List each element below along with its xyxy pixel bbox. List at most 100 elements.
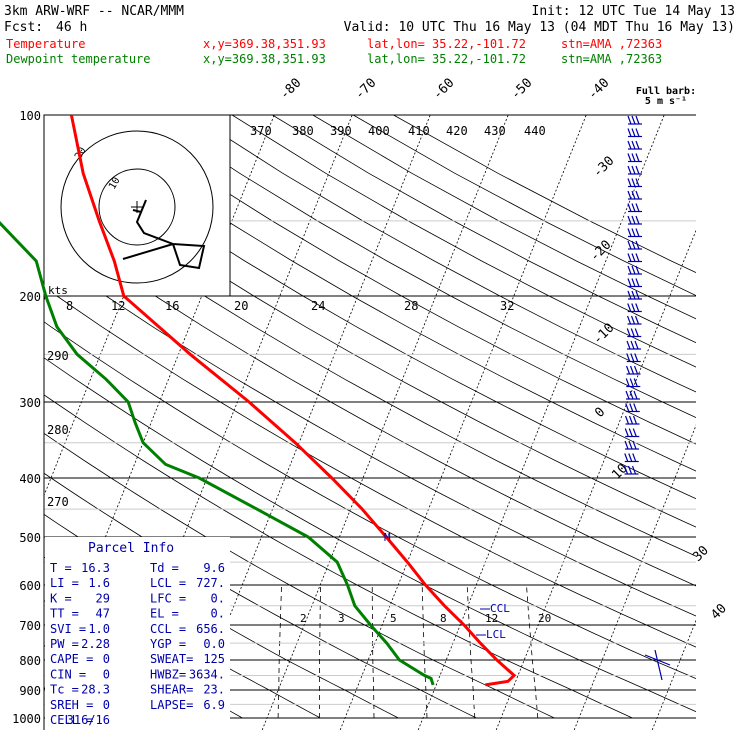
wind-barb-flag xyxy=(631,228,636,237)
theta-side-label-280: 280 xyxy=(47,423,69,437)
wind-barb-flag xyxy=(635,178,640,187)
wind-barb-flag xyxy=(625,390,630,400)
mixing-ratio-line-3 xyxy=(318,584,321,718)
wind-barb-flag xyxy=(625,365,631,375)
wind-barb-flag xyxy=(631,115,636,125)
wind-barb-flag xyxy=(627,253,632,262)
theta-e-label-390: 390 xyxy=(330,124,352,138)
wind-barb-flag xyxy=(625,403,630,412)
isotherm-label--80: -80 xyxy=(277,76,304,103)
parcel-info-bg xyxy=(45,537,230,730)
parcel-info-cell: 656. xyxy=(196,622,225,636)
wind-barb-flag xyxy=(633,378,638,387)
pressure-label-500: 500 xyxy=(19,531,41,545)
wind-barb-flag xyxy=(631,165,636,175)
wind-barb-flag xyxy=(631,203,636,212)
wind-barb-flag xyxy=(627,290,632,300)
mixing-ratio-line-5 xyxy=(371,584,375,719)
isotherm-label--20: -20 xyxy=(587,238,614,265)
legend-dew-coords: x,y=369.38,351.93 xyxy=(203,52,326,66)
dry-adiabat-460 xyxy=(312,115,696,320)
parcel-info-cell: HWBZ= xyxy=(150,667,186,681)
mixing-ratio-label-2: 2 xyxy=(300,612,307,625)
theta-side-label-270: 270 xyxy=(47,495,69,509)
wind-barb-flag xyxy=(628,440,633,450)
wind-barb-flag xyxy=(623,465,629,475)
speed-label-32: 32 xyxy=(500,299,514,313)
dry-adiabat-450 xyxy=(272,115,696,344)
wind-barb-flag xyxy=(624,428,629,437)
legend-temp-latlon: lat,lon= 35.22,-101.72 xyxy=(367,37,526,51)
speed-scale-labels: 8 12 16 20 24 28 32 xyxy=(66,299,514,313)
parcel-info-cell: CIN = xyxy=(50,667,86,681)
wind-barb-flag xyxy=(627,303,632,312)
theta-e-label-440: 440 xyxy=(524,124,546,138)
pressure-label-900: 900 xyxy=(19,684,41,698)
parcel-info-cell: CELL = xyxy=(50,713,93,727)
mixing-ratio-label-20: 20 xyxy=(538,612,551,625)
legend-dew-station: stn=AMA ,72363 xyxy=(561,52,662,66)
speed-label-20: 20 xyxy=(234,299,248,313)
wind-barb-flag xyxy=(627,203,632,212)
legend-temp-station: stn=AMA ,72363 xyxy=(561,37,662,51)
wind-barb-flag xyxy=(627,153,632,162)
lcl-label: LCL xyxy=(486,628,506,641)
model-title: 3km ARW-WRF -- NCAR/MMM xyxy=(4,4,184,19)
mixing-ratio-label-12: 12 xyxy=(485,612,498,625)
hodo-ring-label-10: 10 xyxy=(107,176,123,192)
wind-barb-flag xyxy=(624,415,630,425)
wind-barb-flag xyxy=(626,315,632,325)
wind-barb-flag xyxy=(635,265,640,275)
mixing-ratio-label-5: 5 xyxy=(390,612,397,625)
mixing-ratio-line-2 xyxy=(277,584,282,719)
parcel-info-cell: 0. xyxy=(211,591,225,605)
pressure-label-600: 600 xyxy=(19,579,41,593)
isotherm-label--30: -30 xyxy=(590,154,617,181)
legend-dewpoint: Dewpoint temperature x,y=369.38,351.93 l… xyxy=(6,52,662,66)
wind-barb-flag xyxy=(627,215,632,225)
mixing-ratio-label-3: 3 xyxy=(338,612,345,625)
wind-barb-flag xyxy=(627,265,632,275)
theta-e-label-430: 430 xyxy=(484,124,506,138)
barb-key-value: 5 m s⁻¹ xyxy=(645,96,687,107)
parcel-info-cell: 727. xyxy=(196,576,225,590)
wind-barb-flag xyxy=(634,353,639,362)
wind-barb-flag xyxy=(634,328,639,337)
parcel-info-cell: 316/16 xyxy=(67,713,110,727)
wind-barb-flag xyxy=(626,328,631,337)
wind-barb-flag xyxy=(635,228,640,237)
wind-barb-flag xyxy=(635,115,640,125)
theta-e-label-400: 400 xyxy=(368,124,390,138)
wind-barb-flag xyxy=(631,278,636,287)
wind-barb-flag xyxy=(630,315,636,325)
lcl-markers: CCL LCL M xyxy=(384,531,510,641)
theta-e-label-370: 370 xyxy=(250,124,272,138)
parcel-info-cell: SREH = xyxy=(50,698,93,712)
wind-barb-flag xyxy=(633,403,638,412)
legend-dew-name: Dewpoint temperature xyxy=(6,52,151,66)
isotherm-10 xyxy=(417,115,665,730)
wind-barb-flag xyxy=(628,428,633,437)
parcel-info-cell: 3634. xyxy=(189,667,225,681)
speed-label-28: 28 xyxy=(404,299,418,313)
wind-barb-flag xyxy=(631,153,636,162)
fcst-hours: 46 h xyxy=(56,20,87,35)
parcel-info-cell: 0 xyxy=(103,667,110,681)
parcel-info-cell: EL = xyxy=(150,607,179,621)
pressure-label-700: 700 xyxy=(19,619,41,633)
theta-e-labels: 370 380 390 400 410 420 430 440 xyxy=(250,124,546,138)
wind-barb-flag xyxy=(631,253,636,262)
hodograph-trace xyxy=(122,199,206,270)
wind-barb-flag xyxy=(635,215,640,225)
parcel-info-cell: 29 xyxy=(96,591,110,605)
hodo-ring-20 xyxy=(60,130,214,284)
parcel-info-cell: 9.6 xyxy=(203,561,225,575)
parcel-info-cell: LI = xyxy=(50,576,79,590)
wind-barb-flag xyxy=(632,415,638,425)
wind-barb-flag xyxy=(632,453,637,462)
barb-key-title: Full barb: xyxy=(636,86,696,97)
pressure-labels: 100 200 300 400 500 600 700 800 900 1000 xyxy=(12,109,41,726)
parcel-info-cell: Td = xyxy=(150,561,179,575)
wind-barb-flag xyxy=(635,278,640,287)
